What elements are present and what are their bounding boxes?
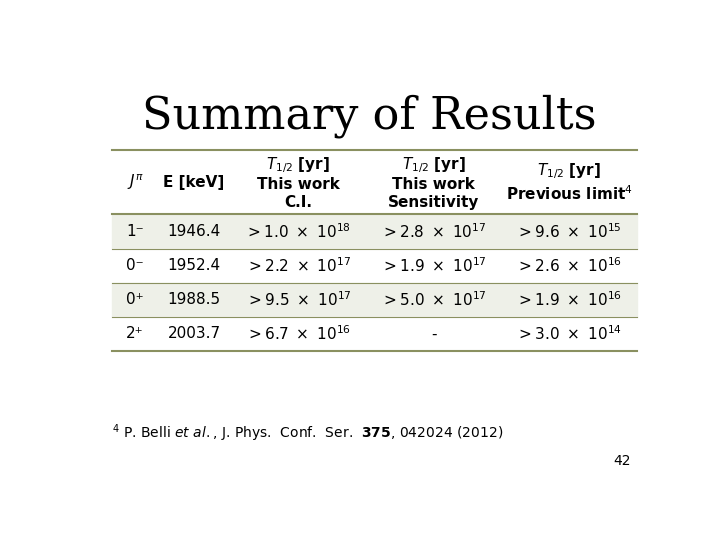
- Text: $> 2.8\ \times\ 10^{17}$: $> 2.8\ \times\ 10^{17}$: [381, 222, 487, 241]
- Text: $T_{1/2}$ [yr]
Previous limit$^4$: $T_{1/2}$ [yr] Previous limit$^4$: [505, 161, 633, 203]
- Text: $> 5.0\ \times\ 10^{17}$: $> 5.0\ \times\ 10^{17}$: [381, 291, 487, 309]
- Text: 1946.4: 1946.4: [168, 224, 221, 239]
- Text: 0⁻: 0⁻: [126, 258, 144, 273]
- Text: $> 6.7\ \times\ 10^{16}$: $> 6.7\ \times\ 10^{16}$: [246, 325, 351, 343]
- Bar: [112, 150, 636, 214]
- Bar: [112, 248, 636, 282]
- Text: 2⁺: 2⁺: [126, 326, 144, 341]
- Text: 1952.4: 1952.4: [168, 258, 220, 273]
- Text: $T_{1/2}$ [yr]
This work
Sensitivity: $T_{1/2}$ [yr] This work Sensitivity: [388, 155, 480, 210]
- Text: -: -: [431, 326, 436, 341]
- Text: $J^{\pi}$: $J^{\pi}$: [127, 172, 143, 192]
- Text: 42: 42: [613, 454, 631, 468]
- Text: 1988.5: 1988.5: [168, 292, 220, 307]
- Text: $^4$ P. Belli $\it{et\ al.}$, J. Phys.  Conf.  Ser.  $\bf{375}$, 042024 (2012): $^4$ P. Belli $\it{et\ al.}$, J. Phys. C…: [112, 422, 503, 443]
- Bar: [112, 282, 636, 317]
- Text: $> 1.0\ \times\ 10^{18}$: $> 1.0\ \times\ 10^{18}$: [246, 222, 351, 241]
- Text: $> 1.9\ \times\ 10^{17}$: $> 1.9\ \times\ 10^{17}$: [381, 256, 487, 275]
- Text: Summary of Results: Summary of Results: [142, 94, 596, 138]
- Text: $> 2.2\ \times\ 10^{17}$: $> 2.2\ \times\ 10^{17}$: [246, 256, 351, 275]
- Text: $> 3.0\ \times\ 10^{14}$: $> 3.0\ \times\ 10^{14}$: [516, 325, 622, 343]
- Text: $> 1.9\ \times\ 10^{16}$: $> 1.9\ \times\ 10^{16}$: [516, 291, 622, 309]
- Text: $> 9.5\ \times\ 10^{17}$: $> 9.5\ \times\ 10^{17}$: [246, 291, 351, 309]
- Text: 2003.7: 2003.7: [168, 326, 220, 341]
- Bar: [112, 317, 636, 351]
- Text: $T_{1/2}$ [yr]
This work
C.I.: $T_{1/2}$ [yr] This work C.I.: [257, 155, 340, 210]
- Text: $> 2.6\ \times\ 10^{16}$: $> 2.6\ \times\ 10^{16}$: [516, 256, 622, 275]
- Text: $> 9.6\ \times\ 10^{15}$: $> 9.6\ \times\ 10^{15}$: [516, 222, 622, 241]
- Bar: [112, 214, 636, 248]
- Text: 1⁻: 1⁻: [126, 224, 144, 239]
- Text: 0⁺: 0⁺: [126, 292, 144, 307]
- Text: E [keV]: E [keV]: [163, 175, 225, 190]
